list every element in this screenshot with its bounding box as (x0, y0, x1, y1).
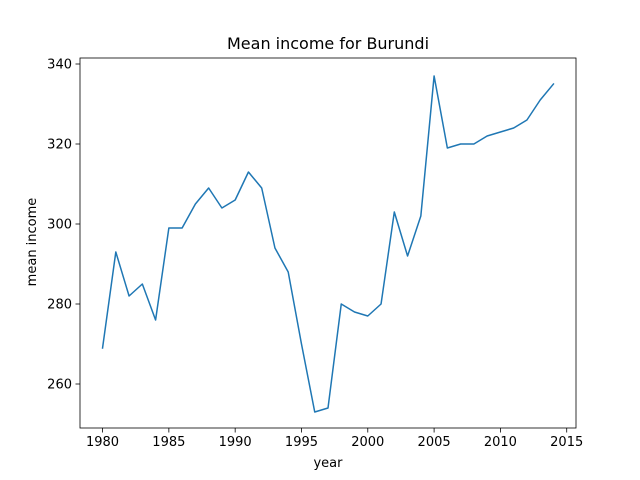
y-tick-label: 280 (47, 298, 72, 313)
y-axis-label: mean income (25, 198, 40, 287)
plot-area: 1980 1985 1990 1995 2000 2005 2010 2015 260 280 30… (47, 58, 583, 451)
y-tick-label: 320 (47, 138, 72, 153)
y-tick-label: 300 (47, 218, 72, 233)
x-tick-label: 1995 (285, 435, 318, 450)
x-tick-label: 1985 (152, 435, 185, 450)
y-tick-label: 260 (47, 378, 72, 393)
x-tick-label: 1990 (219, 435, 252, 450)
x-tick-label: 2000 (351, 435, 384, 450)
x-tick-label: 2010 (484, 435, 517, 450)
x-tick-label: 1980 (86, 435, 119, 450)
series-line (101, 75, 555, 413)
axes-frame (79, 57, 577, 429)
x-tick-label: 2005 (418, 435, 451, 450)
y-tick-label: 340 (47, 58, 72, 73)
x-tick-label: 2015 (550, 435, 583, 450)
chart-title: Mean income for Burundi (227, 34, 429, 53)
x-axis-label: year (313, 456, 343, 471)
